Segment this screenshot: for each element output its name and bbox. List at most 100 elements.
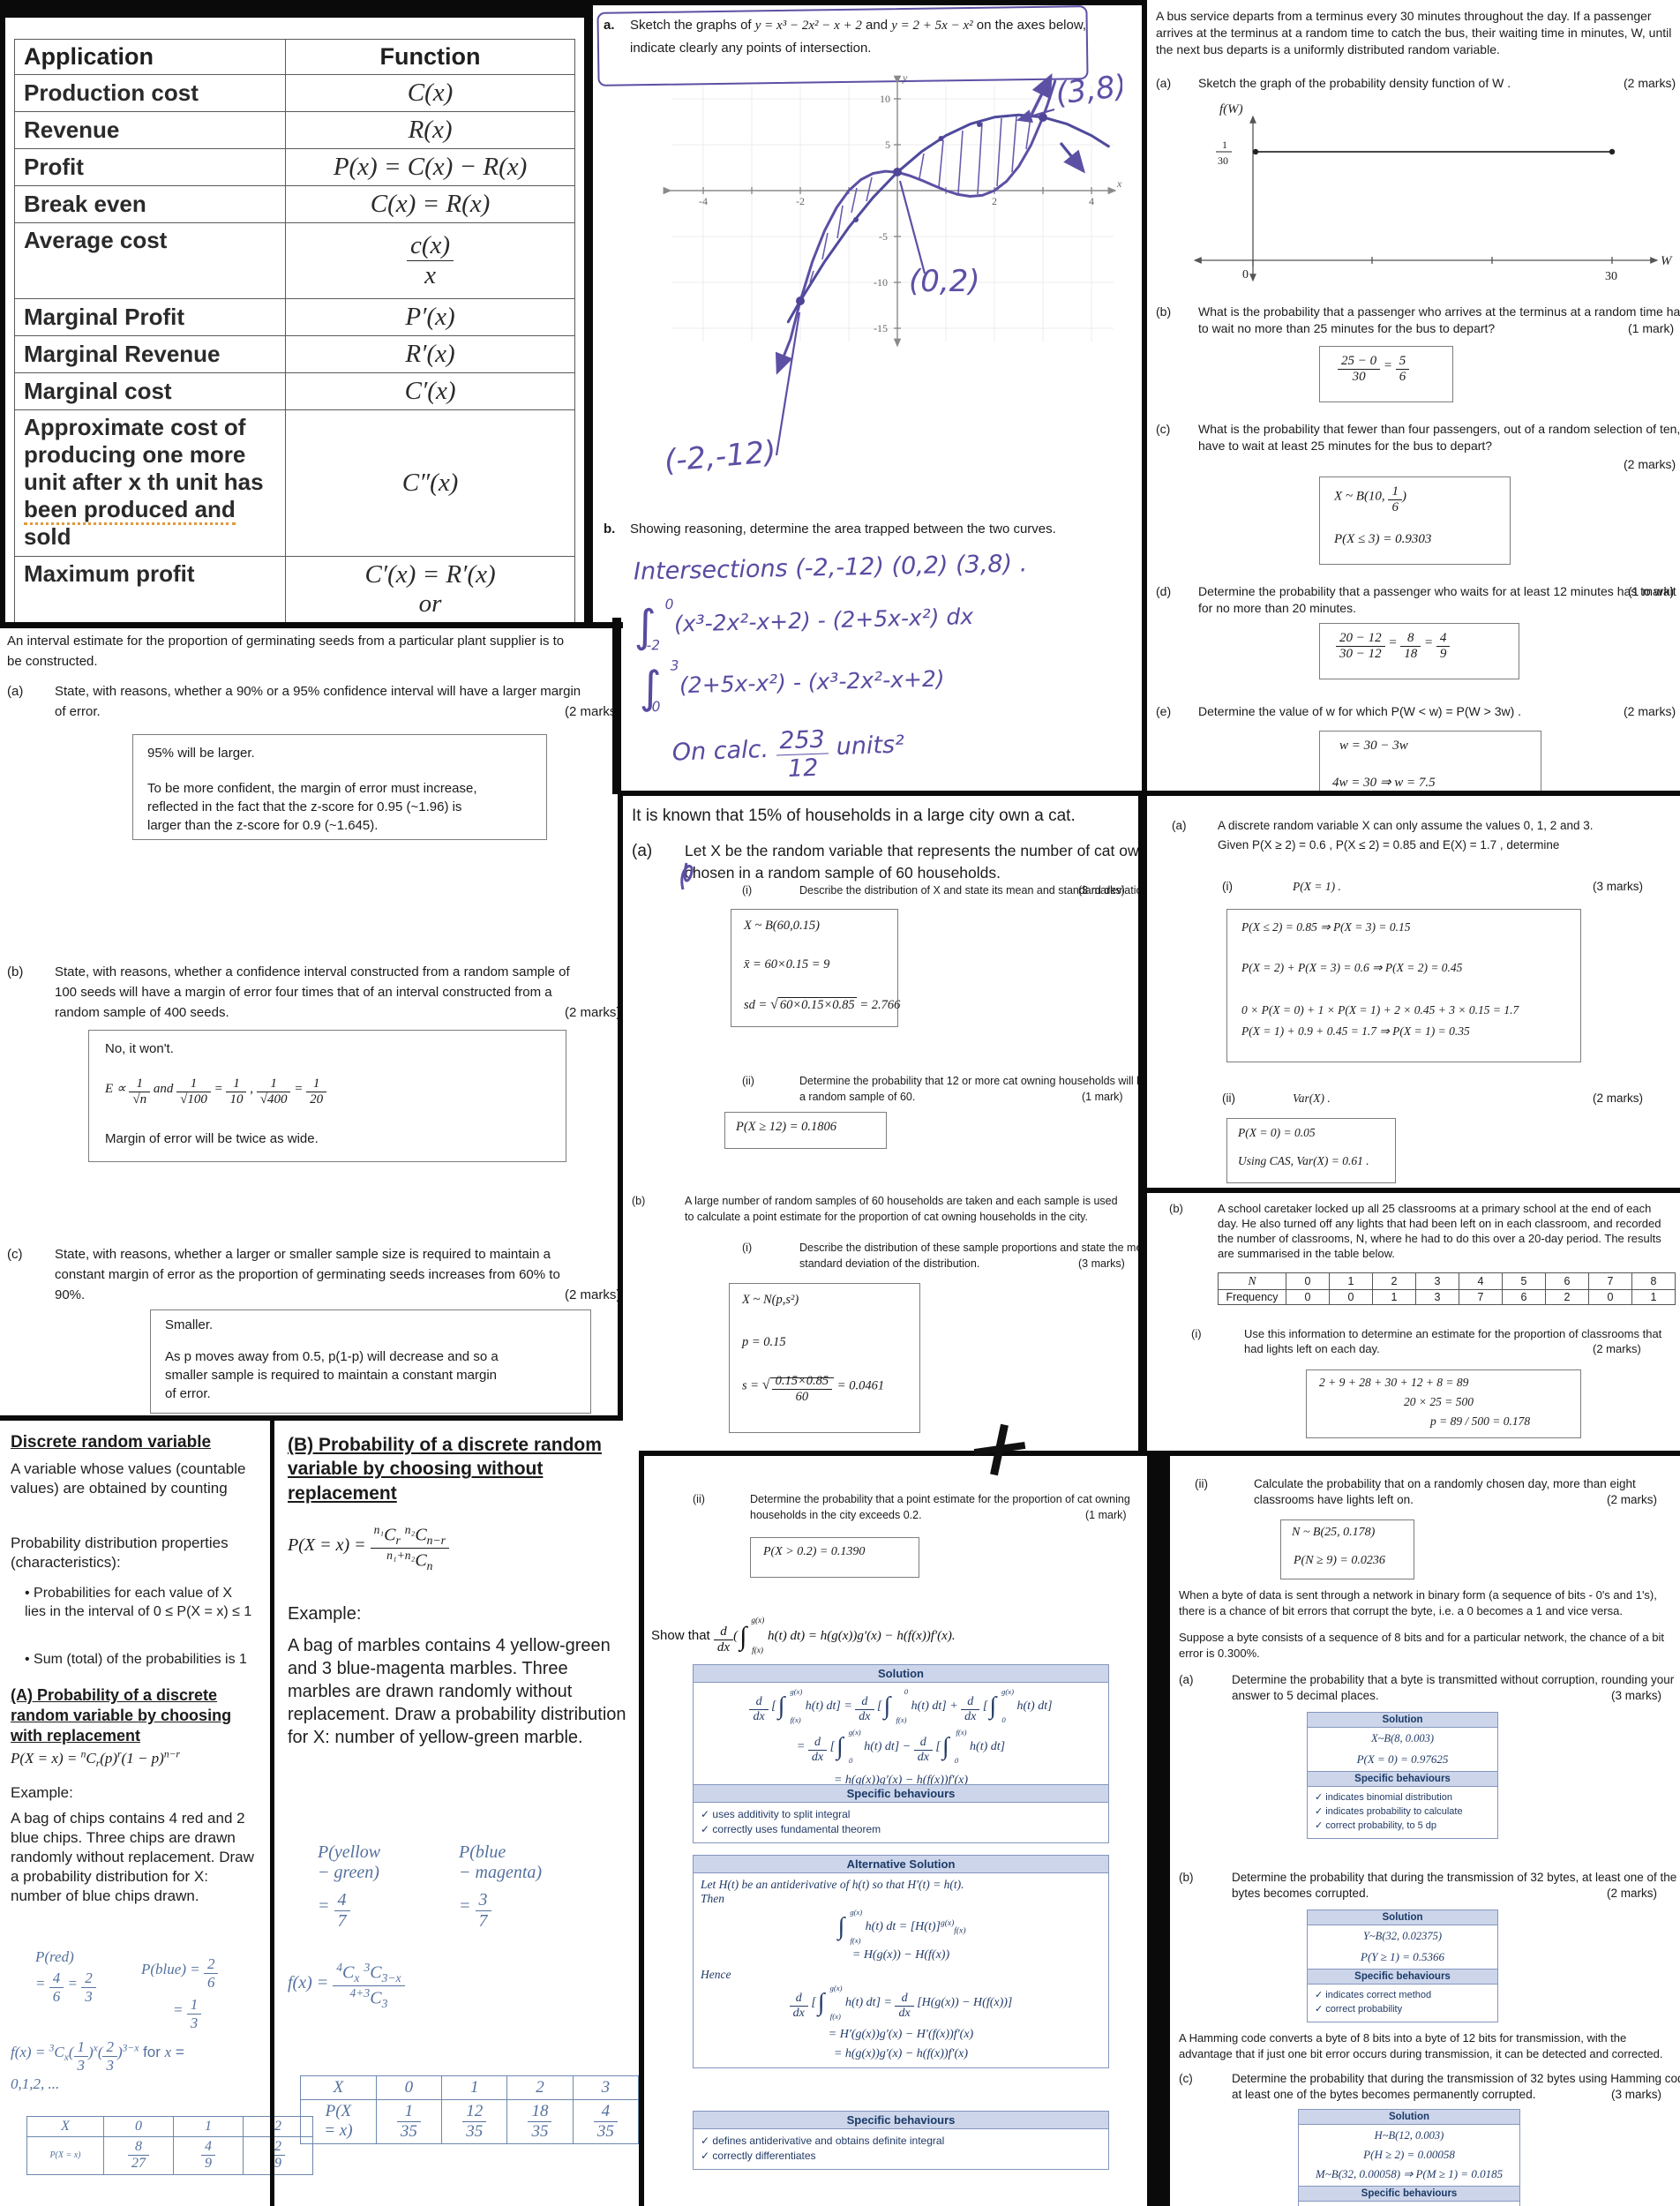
question-b-line2: to calculate a point estimate for the pr… — [685, 1211, 1088, 1223]
panel-divider — [612, 618, 621, 794]
row-function: C(x) = R(x) — [370, 190, 491, 218]
function-graph: -4 -2 2 4 10 5 -5 -10 -15 x y (3,8) (0,2) (-2,-1… — [663, 68, 1122, 479]
row-label: Marginal cost — [24, 378, 172, 404]
specific-behaviours-header: Specific behaviours — [694, 1785, 1108, 1803]
marks-label: (3 marks) — [1593, 880, 1643, 893]
check-item: ✓ correctly differentiates — [701, 2150, 816, 2163]
bus-uniform-distribution-page: A bus service departs from a terminus ev… — [1147, 0, 1680, 791]
svg-text:-5: -5 — [879, 230, 888, 243]
svg-text:0: 0 — [1242, 268, 1249, 281]
cell: 0 — [375, 2075, 443, 2100]
question-a-line2: indicate clearly any points of intersect… — [630, 41, 872, 56]
handwritten-result: On calc. 253 12 units² — [671, 725, 905, 784]
cell: 1 35 — [375, 2099, 443, 2144]
check-item: ✓ indicates probability to calculate — [1315, 1805, 1463, 1817]
fundamental-theorem-page: (ii) Determine the probability that a po… — [644, 1456, 1147, 2206]
part-label: (a) — [1172, 819, 1187, 832]
density-line — [1252, 148, 1616, 155]
specific-behaviours-box: Specific behaviours ✓ uses additivity to… — [693, 1784, 1109, 1843]
caretaker-classrooms-page: (b) A school caretaker locked up all 25 … — [1147, 1193, 1680, 1451]
intersection-points — [796, 113, 1047, 305]
intro-line: the next bus departs is a uniformly dist… — [1156, 42, 1500, 56]
question-c-line2: have to wait at least 25 minutes for the… — [1198, 439, 1493, 453]
question-i-line1: Use this information to determine an est… — [1244, 1327, 1662, 1340]
part-label: (d) — [1156, 584, 1172, 598]
row-label: Revenue — [24, 116, 120, 143]
svg-text:4: 4 — [1089, 195, 1094, 207]
cost-function-table: Application Function Production cost C(x)… — [13, 39, 575, 623]
row-label: Maximum profit — [24, 560, 195, 587]
question-e-text: Determine the value of w for which P(W <… — [1198, 704, 1522, 718]
part-label: (c) — [1156, 422, 1171, 436]
question-b-line1: State, with reasons, whether a confidenc… — [55, 964, 570, 979]
svg-text:1: 1 — [1222, 139, 1227, 151]
alternative-solution-box: Alternative Solution Let H(t) be an anti… — [693, 1855, 1109, 2069]
question-bi-line2: standard deviation of the distribution. — [799, 1257, 980, 1270]
question-c-line1: State, with reasons, whether a larger or… — [55, 1247, 551, 1262]
answer-box: Smaller. As p moves away from 0.5, p(1-p… — [150, 1309, 591, 1414]
cost-function-table-page: Application Function Production cost C(x)… — [5, 18, 584, 623]
part-label: (i) — [1222, 880, 1233, 893]
seeds-confidence-interval-page: An interval estimate for the proportion … — [0, 628, 618, 1415]
marks-label: (3 marks) — [1611, 1689, 1661, 1702]
svg-text:-10: -10 — [874, 276, 888, 289]
answer-text: No, it won't. — [105, 1041, 174, 1056]
table-row: Profit P(x) = C(x) − R(x) — [13, 148, 575, 186]
cell: 8 27 — [103, 2136, 174, 2175]
cell: 1 — [441, 2075, 508, 2100]
answer-math: P(X ≥ 12) = 0.1806 — [736, 1120, 836, 1134]
cell: P(X = x) — [26, 2136, 104, 2175]
byte-intro-line: Suppose a byte consists of a sequence of… — [1179, 1631, 1664, 1644]
cell: 0 — [1588, 1289, 1632, 1305]
marks-label: (1 mark) — [1628, 321, 1675, 335]
marks-label: (2 marks) — [1624, 704, 1676, 718]
answer-math: Using CAS, Var(X) = 0.61 . — [1238, 1154, 1369, 1167]
row-label: Marginal Revenue — [24, 341, 221, 367]
study-notes-page: Discrete random variable A variable whos… — [0, 1421, 639, 2206]
cell: 0 — [1286, 1272, 1330, 1290]
solution-line: P(Y ≥ 1) = 0.5366 — [1361, 1950, 1444, 1963]
question-ii-text: Var(X) . — [1293, 1092, 1331, 1105]
solution-line: Hence — [701, 1968, 731, 1981]
part-label: (b) — [1179, 1871, 1194, 1884]
marks-label: (2 marks) — [1593, 1092, 1643, 1105]
cubic-top-arrow — [1030, 72, 1053, 116]
marks-label: (1 mark) — [1628, 584, 1675, 598]
answer-math: w = 30 − 3w — [1339, 739, 1408, 753]
graph-labels: f(W) 1 30 0 30 W — [1218, 102, 1673, 283]
notes-example-text: A bag of chips contains 4 red and 2 blue… — [11, 1810, 254, 1905]
question-a-line1: Let X be the random variable that repres… — [685, 842, 1138, 859]
col-header-application: Application — [24, 43, 154, 70]
answer-box: X ~ B(10, 1 6) P(X ≤ 3) = 0.9303 — [1319, 476, 1511, 565]
question-b-line1: What is the probability that a passenger… — [1198, 304, 1680, 319]
cell: 3 — [1415, 1272, 1459, 1290]
question-c-line1: What is the probability that fewer than … — [1198, 422, 1680, 436]
answer-box: w = 30 − 3w 4w = 30 ⇒ w = 7.5 — [1319, 731, 1541, 791]
question-a-line2: of error. — [55, 704, 101, 719]
row-label: Production cost — [24, 79, 199, 106]
answer-math: P(X ≤ 3) = 0.9303 — [1334, 532, 1432, 546]
svg-text:y: y — [902, 71, 908, 84]
row-function: R(x) — [408, 116, 453, 144]
hamming-intro-line: A Hamming code converts a byte of 8 bits… — [1179, 2031, 1627, 2045]
answer-math: 20 × 25 = 500 — [1404, 1395, 1474, 1408]
answer-math: p = 0.15 — [742, 1335, 786, 1349]
panel-divider — [0, 622, 623, 628]
question-b-text: Showing reasoning, determine the area tr… — [630, 521, 1056, 536]
cell: 4 35 — [572, 2099, 639, 2144]
svg-text:30: 30 — [1218, 154, 1228, 167]
alternative-solution-header: Alternative Solution — [694, 1856, 1108, 1873]
cell: X — [300, 2075, 377, 2100]
svg-text:30: 30 — [1605, 270, 1617, 283]
cell: Frequency — [1218, 1289, 1286, 1305]
